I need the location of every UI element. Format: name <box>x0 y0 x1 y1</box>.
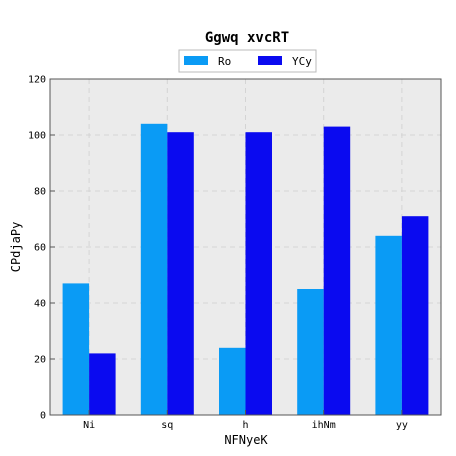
bar-ro-ihnm <box>297 289 324 415</box>
x-tick-label: ihNm <box>312 420 336 431</box>
x-axis-ticks: Ni sq h ihNm yy <box>83 410 408 431</box>
chart-title: Ggwq xvcRT <box>205 30 289 46</box>
legend-swatch-ro <box>184 56 208 65</box>
y-tick-label: 40 <box>34 299 46 310</box>
bar-ro-ni <box>62 283 90 415</box>
x-tick-label: sq <box>161 420 173 431</box>
y-tick-label: 100 <box>28 131 46 142</box>
legend-swatch-ycy <box>258 56 282 65</box>
x-axis-label: NFNyeK <box>224 433 268 447</box>
y-tick-label: 60 <box>34 243 46 254</box>
x-tick-label: Ni <box>83 420 95 431</box>
y-tick-label: 80 <box>34 187 46 198</box>
bar-ro-sq <box>140 123 168 416</box>
bar-ycy-ni <box>89 353 116 415</box>
bar-ycy-h <box>245 132 272 415</box>
legend-frame <box>178 49 317 73</box>
legend-label-ro: Ro <box>218 55 231 68</box>
legend-label-ycy: YCy <box>292 55 312 68</box>
bar-ro-h <box>219 347 246 415</box>
bar-ro-yy <box>375 235 402 415</box>
bar-ycy-yy <box>401 216 429 415</box>
y-axis-label: CPdjaPy <box>9 222 23 273</box>
bars <box>62 123 429 416</box>
y-axis-ticks: 0 20 40 60 80 100 120 <box>28 75 55 422</box>
bar-ycy-ihnm <box>323 126 351 415</box>
y-tick-label: 120 <box>28 75 46 86</box>
bar-ycy-sq <box>167 132 194 415</box>
y-tick-label: 0 <box>40 411 46 422</box>
y-tick-label: 20 <box>34 355 46 366</box>
legend: Ro YCy <box>178 49 317 73</box>
x-tick-label: h <box>242 420 248 431</box>
x-tick-label: yy <box>396 420 408 431</box>
